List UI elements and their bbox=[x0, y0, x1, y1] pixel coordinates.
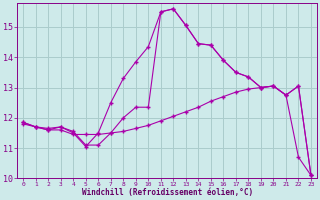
X-axis label: Windchill (Refroidissement éolien,°C): Windchill (Refroidissement éolien,°C) bbox=[82, 188, 253, 197]
